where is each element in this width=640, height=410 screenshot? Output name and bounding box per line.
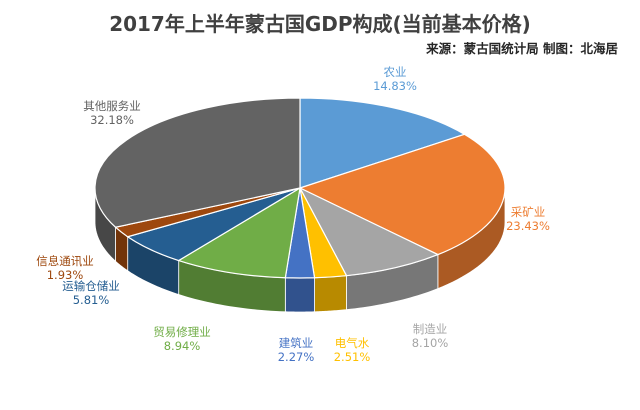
slice-label-value-6: 5.81% — [73, 293, 110, 307]
slice-label-value-5: 8.94% — [164, 339, 201, 353]
pie-slice-1 — [298, 133, 506, 256]
pie-slice-0 — [299, 97, 466, 189]
slice-label-name-4: 建筑业 — [279, 336, 314, 350]
slice-label-name-8: 其他服务业 — [83, 99, 141, 113]
pie-side-3 — [314, 275, 347, 313]
slice-label-name-3: 电气水 — [335, 336, 370, 350]
pie-side-walls — [94, 187, 506, 313]
slice-label-name-6: 运输仓储业 — [62, 279, 120, 293]
slice-label-value-0: 14.83% — [373, 79, 417, 93]
slice-label-name-5: 贸易修理业 — [153, 325, 211, 339]
pie-side-4 — [284, 277, 315, 313]
slice-label-value-4: 2.27% — [278, 350, 315, 364]
slice-label-value-7: 1.93% — [47, 268, 84, 282]
slice-label-value-3: 2.51% — [334, 350, 371, 364]
pie-slice-8 — [94, 97, 301, 228]
slice-label-value-1: 23.43% — [506, 219, 550, 233]
pie-slice-5 — [177, 186, 301, 279]
slice-label-name-2: 制造业 — [413, 322, 448, 336]
slice-label-name-1: 采矿业 — [511, 205, 546, 219]
slice-label-name-7: 信息通讯业 — [36, 254, 94, 268]
pie-slice-2 — [298, 186, 440, 277]
chart-source: 来源：蒙古国统计局 制图：北海居 — [426, 41, 618, 56]
pie-slices — [94, 97, 506, 279]
slice-label-value-2: 8.10% — [412, 336, 449, 350]
chart-title: 2017年上半年蒙古国GDP构成(当前基本价格) — [109, 12, 531, 36]
slice-label-name-0: 农业 — [384, 65, 407, 79]
slice-label-value-8: 32.18% — [90, 113, 134, 127]
